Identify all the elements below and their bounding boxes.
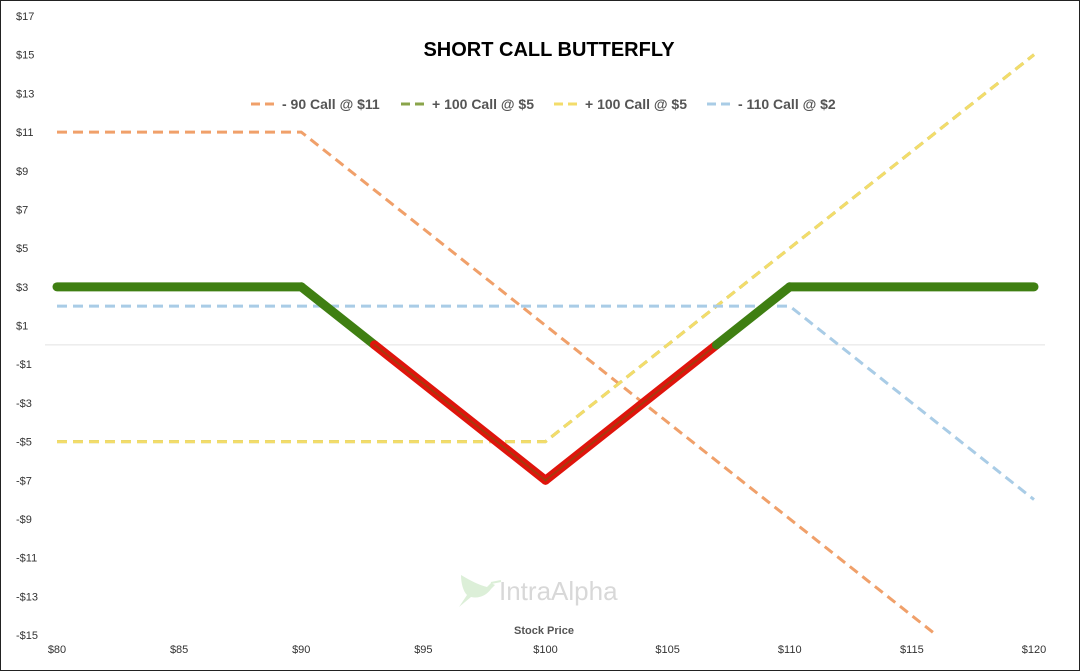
y-tick-label: $3 [16,282,28,294]
x-tick-label: $120 [1022,644,1046,656]
chart-title: SHORT CALL BUTTERFLY [423,39,675,61]
y-tick-label: $11 [16,127,34,139]
payoff-lines [52,282,1039,485]
y-tick-label: $15 [16,50,34,62]
series-line [57,53,1035,444]
x-tick-label: $80 [48,644,66,656]
y-tick-label: -$1 [16,359,32,371]
x-axis-label: Stock Price [514,625,574,637]
x-tick-label: $105 [655,644,679,656]
x-tick-label: $95 [414,644,432,656]
hummingbird-logo-icon [459,575,502,607]
series-line [57,130,938,637]
x-tick-label: $85 [170,644,188,656]
legend: - 90 Call @ $11 + 100 Call @ $5 + 100 Call… [251,96,836,112]
payoff-loss-segment [541,340,721,485]
series-line [57,304,1035,501]
watermark: IntraAlpha [459,575,618,607]
y-tick-label: -$3 [16,398,32,410]
legend-label: + 100 Call @ $5 [585,96,687,112]
y-axis-ticks: $17 $15 $13 $11 $9 $7 $5 $3 $1 -$1 -$3 -$5 -$7 -$9 -$1… [16,11,38,642]
y-tick-label: -$13 [16,591,38,603]
y-tick-label: $13 [16,88,34,100]
payoff-loss-segment [370,340,550,485]
series-lines [57,53,1035,637]
y-tick-label: $5 [16,243,28,255]
x-tick-label: $100 [533,644,557,656]
y-tick-label: -$9 [16,514,32,526]
y-tick-label: $7 [16,204,28,216]
watermark-text: IntraAlpha [499,576,618,606]
legend-label: - 110 Call @ $2 [738,96,836,112]
x-tick-label: $115 [900,644,924,656]
payoff-overlay-segment [373,343,547,482]
legend-label: + 100 Call @ $5 [432,96,534,112]
y-tick-label: $17 [16,11,34,23]
payoff-overlay-segment [544,343,718,482]
x-tick-label: $90 [292,644,310,656]
payoff-profit-segment [711,282,795,350]
x-tick-label: $110 [778,644,802,656]
legend-label: - 90 Call @ $11 [282,96,380,112]
y-tick-label: -$5 [16,437,32,449]
y-tick-label: $9 [16,166,28,178]
y-tick-label: -$15 [16,630,38,642]
x-axis-ticks: $80 $85 $90 $95 $100 $105 $110 $115 $120 [48,644,1046,656]
y-tick-label: -$7 [16,475,32,487]
y-tick-label: $1 [16,321,28,333]
payoff-profit-segment [296,282,380,350]
y-tick-label: -$11 [16,553,37,565]
